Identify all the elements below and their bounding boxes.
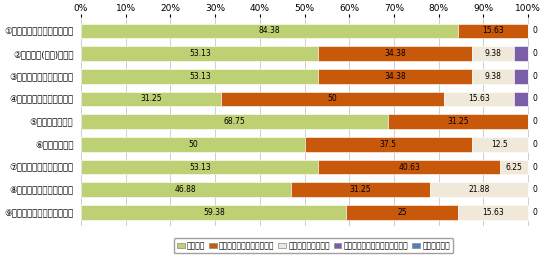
Bar (472, 46, 514, 61)
Bar (305, 137, 472, 152)
Bar (430, 182, 528, 197)
Text: 0: 0 (532, 140, 537, 149)
Text: 0: 0 (532, 162, 537, 171)
Text: 0: 0 (532, 117, 537, 126)
Bar (514, 69, 528, 84)
Text: 0: 0 (532, 185, 537, 194)
Text: 37.5: 37.5 (380, 140, 397, 149)
Text: 0: 0 (532, 26, 537, 35)
Bar (514, 46, 528, 61)
Text: 34.38: 34.38 (384, 72, 406, 81)
Text: 40.63: 40.63 (398, 162, 420, 171)
Bar (472, 137, 528, 152)
Text: 53.13: 53.13 (189, 72, 211, 81)
Text: 15.63: 15.63 (482, 26, 504, 35)
Bar (81, 46, 318, 61)
Text: 6.25: 6.25 (505, 162, 522, 171)
Bar (318, 69, 472, 84)
Bar (346, 205, 458, 220)
Text: 15.63: 15.63 (482, 208, 504, 217)
Text: 9.38: 9.38 (485, 49, 502, 58)
Bar (290, 182, 430, 197)
Bar (221, 91, 444, 106)
Text: 31.25: 31.25 (350, 185, 371, 194)
Bar (458, 205, 528, 220)
Bar (318, 46, 472, 61)
Bar (81, 91, 221, 106)
Text: 0: 0 (532, 95, 537, 104)
Bar (388, 114, 528, 129)
Text: 53.13: 53.13 (189, 49, 211, 58)
Bar (444, 91, 514, 106)
Legend: そう思う, どちらかといえばそう思う, どちらともいえない, どちらかといえばそう思わない, そう思わない: そう思う, どちらかといえばそう思う, どちらともいえない, どちらかといえばそ… (174, 238, 453, 253)
Text: 46.88: 46.88 (175, 185, 196, 194)
Text: 12.5: 12.5 (492, 140, 508, 149)
Bar (318, 160, 500, 175)
Text: 34.38: 34.38 (384, 49, 406, 58)
Text: 53.13: 53.13 (189, 162, 211, 171)
Text: 31.25: 31.25 (140, 95, 162, 104)
Text: 0: 0 (532, 49, 537, 58)
Text: 50: 50 (328, 95, 337, 104)
Bar (81, 137, 305, 152)
Text: 0: 0 (532, 208, 537, 217)
Text: 68.75: 68.75 (224, 117, 245, 126)
Text: 9.38: 9.38 (485, 72, 502, 81)
Text: 31.25: 31.25 (447, 117, 469, 126)
Bar (81, 114, 388, 129)
Bar (81, 205, 346, 220)
Bar (81, 160, 318, 175)
Text: 84.38: 84.38 (259, 26, 281, 35)
Text: 59.38: 59.38 (203, 208, 224, 217)
Bar (81, 24, 458, 38)
Text: 50: 50 (188, 140, 197, 149)
Text: 25: 25 (398, 208, 407, 217)
Text: 15.63: 15.63 (468, 95, 490, 104)
Text: 0: 0 (532, 72, 537, 81)
Bar (81, 182, 290, 197)
Bar (514, 91, 528, 106)
Bar (81, 69, 318, 84)
Text: 21.88: 21.88 (469, 185, 490, 194)
Bar (500, 160, 528, 175)
Bar (458, 24, 528, 38)
Bar (472, 69, 514, 84)
